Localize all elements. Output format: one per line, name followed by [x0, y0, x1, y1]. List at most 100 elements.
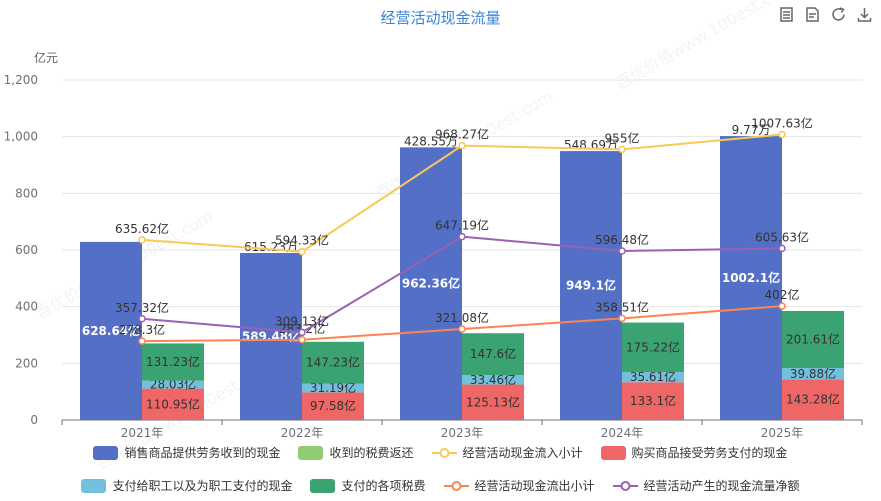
bar-staff-cash — [782, 368, 844, 380]
legend-swatch — [93, 445, 119, 460]
refresh-icon[interactable] — [830, 6, 847, 23]
download-icon[interactable] — [856, 6, 873, 23]
legend-label: 经营活动现金流入小计 — [462, 446, 583, 460]
bar-sales-cash — [400, 147, 462, 420]
line-inflow-subtotal-point — [618, 145, 626, 154]
legend-label: 支付给职工以及为职工支付的现金 — [112, 479, 293, 493]
data-label-sales-cash: 1002.1亿 — [722, 270, 780, 285]
data-view-icon[interactable] — [778, 6, 795, 23]
legend-swatch — [600, 445, 626, 460]
legend-item[interactable]: 购买商品接受劳务支付的现金 — [600, 444, 788, 461]
legend-label: 经营活动产生的现金流量净额 — [643, 479, 800, 493]
bar-taxes-paid — [622, 322, 684, 373]
legend-item[interactable]: 支付的各项税费 — [310, 477, 426, 494]
data-label-outflow-subtotal: 321.08亿 — [435, 310, 489, 325]
data-label-inflow-subtotal: 594.33亿 — [275, 233, 329, 248]
chart-title: 经营活动现金流量 — [380, 9, 501, 27]
chart-toolbar — [778, 6, 873, 23]
y-tick-label: 1,000 — [4, 130, 38, 144]
bar-staff-cash — [622, 372, 684, 383]
data-label-net-cash-flow: 605.63亿 — [755, 229, 809, 244]
data-label-staff-cash: 31.19亿 — [310, 380, 356, 395]
legend-item[interactable]: 经营活动产生的现金流量净额 — [612, 477, 800, 494]
line-outflow-subtotal-point — [458, 325, 466, 333]
x-tick-label: 2023年 — [441, 426, 484, 440]
legend-item[interactable]: 支付给职工以及为职工支付的现金 — [81, 477, 292, 494]
legend-row-1: 销售商品提供劳务收到的现金 收到的税费返还 经营活动现金流入小计 购买商品接受劳务支付… — [0, 444, 881, 461]
legend-row-2: 支付给职工以及为职工支付的现金 支付的各项税费 经营活动现金流出小计 经营活动产生的现… — [0, 477, 881, 494]
data-label-tax-refund: 428.55万 — [404, 134, 458, 148]
y-axis-unit: 亿元 — [34, 50, 58, 65]
bar-sales-cash — [80, 241, 142, 420]
bar-purchase-cash — [462, 384, 524, 420]
data-label-staff-cash: 33.46亿 — [470, 372, 516, 387]
data-label-staff-cash: 35.61亿 — [630, 369, 676, 384]
bar-sales-cash — [240, 252, 302, 420]
line-net-cash-flow-point — [138, 315, 146, 323]
data-label-sales-cash: 949.1亿 — [566, 278, 616, 293]
bar-purchase-cash — [302, 392, 364, 420]
line-net-cash-flow-point — [458, 232, 466, 241]
line-net-cash-flow-point — [298, 328, 306, 337]
x-tick-label: 2024年 — [601, 426, 644, 440]
bar-staff-cash — [462, 375, 524, 385]
data-label-purchase-cash: 97.58亿 — [310, 398, 356, 413]
x-tick-label: 2022年 — [281, 426, 324, 440]
document-icon[interactable] — [804, 6, 821, 23]
bar-taxes-paid — [142, 343, 204, 381]
legend-item[interactable]: 收到的税费返还 — [298, 444, 414, 461]
x-tick-label: 2021年 — [121, 426, 164, 440]
data-label-net-cash-flow: 309.13亿 — [275, 313, 329, 328]
y-tick-label: 400 — [15, 300, 38, 314]
legend-label: 购买商品接受劳务支付的现金 — [631, 446, 788, 460]
y-tick-label: 600 — [15, 243, 38, 257]
data-label-outflow-subtotal: 278.3亿 — [119, 322, 165, 337]
data-label-purchase-cash: 110.95亿 — [146, 396, 200, 411]
data-label-net-cash-flow: 357.32亿 — [115, 300, 169, 315]
bar-purchase-cash — [142, 388, 204, 420]
data-label-inflow-subtotal: 968.27亿 — [435, 127, 489, 142]
data-label-net-cash-flow: 647.19亿 — [435, 218, 489, 233]
bar-taxes-paid — [302, 341, 364, 384]
data-label-inflow-subtotal: 635.62亿 — [115, 221, 169, 236]
bar-sales-cash — [560, 151, 622, 421]
line-outflow-subtotal-point — [138, 337, 146, 345]
data-label-sales-cash: 962.36亿 — [402, 276, 460, 291]
y-tick-label: 1,200 — [4, 73, 38, 87]
line-net-cash-flow-point — [778, 244, 786, 253]
legend-label: 经营活动现金流出小计 — [474, 479, 595, 493]
legend-label: 支付的各项税费 — [341, 479, 426, 493]
line-net-cash-flow-point — [618, 247, 626, 255]
line-inflow-subtotal-point — [298, 247, 306, 256]
line-inflow-subtotal-point — [138, 236, 146, 244]
line-inflow-subtotal-point — [458, 141, 466, 150]
legend-item[interactable]: 经营活动现金流入小计 — [431, 444, 583, 461]
bar-purchase-cash — [782, 379, 844, 420]
data-label-staff-cash: 39.88亿 — [790, 366, 836, 381]
bar-staff-cash — [302, 383, 364, 393]
legend-label: 收到的税费返还 — [329, 446, 414, 460]
legend-line-swatch — [431, 447, 457, 458]
bar-taxes-paid — [782, 310, 844, 369]
data-label-purchase-cash: 143.28亿 — [786, 392, 840, 407]
line-outflow-subtotal-point — [618, 314, 626, 323]
data-label-taxes-paid: 147.6亿 — [470, 346, 516, 361]
legend-item[interactable]: 销售商品提供劳务收到的现金 — [93, 444, 280, 461]
data-label-taxes-paid: 131.23亿 — [146, 354, 200, 369]
watermark-text: 百优价值www.100est.com — [613, 0, 797, 93]
line-outflow-subtotal-point — [778, 302, 786, 310]
legend-swatch — [310, 478, 336, 493]
data-label-outflow-subtotal: 358.51亿 — [595, 299, 649, 314]
data-label-taxes-paid: 201.61亿 — [786, 332, 840, 347]
legend-swatch — [81, 478, 107, 493]
x-tick-label: 2025年 — [761, 426, 804, 440]
bar-sales-cash — [720, 136, 782, 421]
data-label-inflow-subtotal: 1007.63亿 — [751, 116, 813, 131]
data-label-purchase-cash: 125.13亿 — [466, 394, 520, 409]
legend-line-swatch — [443, 480, 469, 491]
legend-item[interactable]: 经营活动现金流出小计 — [443, 477, 595, 494]
bar-purchase-cash — [622, 382, 684, 420]
line-outflow-subtotal-point — [298, 336, 306, 344]
y-tick-label: 200 — [15, 356, 38, 370]
